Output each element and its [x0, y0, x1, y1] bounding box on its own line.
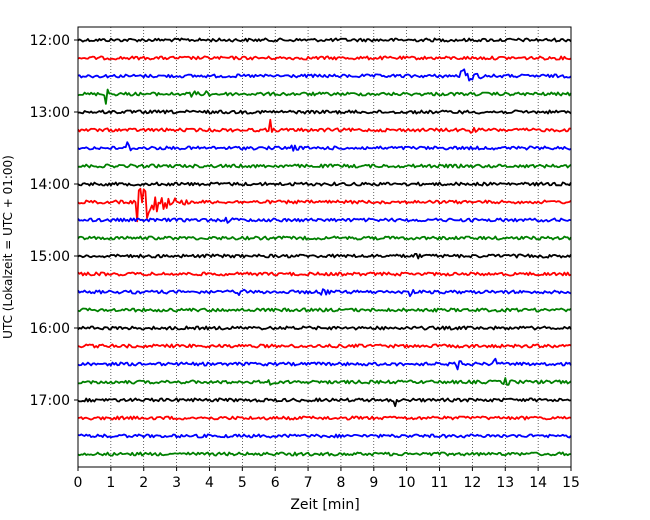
- seismic-trace: [77, 216, 572, 224]
- seismic-trace: [77, 415, 572, 421]
- x-tick-label: 15: [562, 475, 580, 491]
- x-tick-label: 4: [205, 475, 214, 491]
- seismic-trace: [77, 55, 572, 61]
- seismic-trace: [77, 88, 572, 105]
- y-axis-ticks: 12:00 13:00 14:00 15:00 16:00 17:00: [30, 33, 78, 409]
- x-tick-label: 11: [431, 475, 449, 491]
- x-tick-label: 3: [172, 475, 181, 491]
- seismic-trace: [77, 163, 572, 169]
- y-tick-label: 14:00: [30, 177, 70, 193]
- x-tick-label: 8: [336, 475, 345, 491]
- seismic-trace: [77, 307, 572, 313]
- seismic-trace: [77, 68, 572, 82]
- seismic-trace: [77, 253, 572, 260]
- x-tick-label: 1: [106, 475, 115, 491]
- seismic-trace: [77, 397, 572, 408]
- y-axis-label: UTC (Lokalzeit = UTC + 01:00): [1, 155, 15, 339]
- y-tick-label: 13:00: [30, 105, 70, 121]
- x-axis-ticks: 0 1 2 3 4 5 6 7 8 9 10 11 12 13 14 15: [74, 467, 580, 491]
- seismic-trace: [77, 451, 572, 457]
- x-axis-label: Zeit [min]: [290, 497, 359, 513]
- y-tick-label: 16:00: [30, 321, 70, 337]
- seismic-trace: [77, 433, 572, 439]
- seismic-trace: [77, 235, 572, 241]
- x-tick-label: 0: [74, 475, 83, 491]
- seismic-trace: [77, 37, 572, 43]
- y-tick-label: 15:00: [30, 249, 70, 265]
- seismic-trace: [77, 377, 572, 386]
- seismic-trace: [77, 343, 572, 349]
- seismic-trace: [77, 118, 572, 134]
- x-tick-label: 14: [529, 475, 547, 491]
- seismic-trace: [77, 288, 572, 298]
- x-tick-label: 13: [496, 475, 514, 491]
- seismic-trace: [77, 109, 572, 115]
- plot-frame: [77, 26, 572, 468]
- x-tick-label: 12: [463, 475, 481, 491]
- x-tick-label: 9: [369, 475, 378, 491]
- x-tick-label: 2: [139, 475, 148, 491]
- y-tick-label: 17:00: [30, 393, 70, 409]
- seismic-trace: [77, 271, 572, 277]
- seismic-trace: [77, 181, 572, 187]
- y-tick-label: 12:00: [30, 33, 70, 49]
- seismic-trace: [77, 187, 572, 223]
- seismic-trace: [77, 325, 572, 331]
- seismic-trace: [77, 357, 572, 371]
- x-tick-label: 5: [238, 475, 247, 491]
- seismic-trace: [77, 141, 572, 152]
- x-tick-label: 7: [304, 475, 313, 491]
- x-tick-label: 10: [398, 475, 416, 491]
- seismic-traces: [77, 37, 572, 457]
- x-tick-label: 6: [271, 475, 280, 491]
